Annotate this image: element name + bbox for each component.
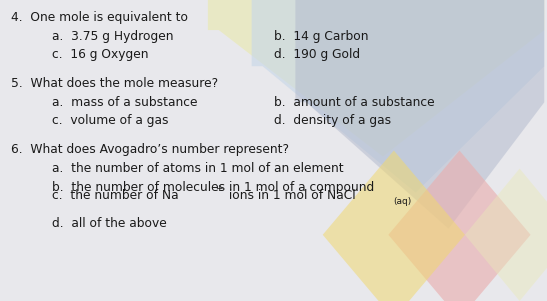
Text: c.  16 g Oxygen: c. 16 g Oxygen <box>52 48 148 61</box>
Text: 6.  What does Avogadro’s number represent?: 6. What does Avogadro’s number represent… <box>11 143 289 156</box>
Polygon shape <box>388 150 531 301</box>
Text: a.  3.75 g Hydrogen: a. 3.75 g Hydrogen <box>52 30 173 43</box>
Text: b.  14 g Carbon: b. 14 g Carbon <box>274 30 368 43</box>
Text: b.  amount of a substance: b. amount of a substance <box>274 96 434 109</box>
Text: c.  volume of a gas: c. volume of a gas <box>52 114 168 127</box>
Text: a.  mass of a substance: a. mass of a substance <box>52 96 197 109</box>
Polygon shape <box>295 0 544 229</box>
Text: d.  all of the above: d. all of the above <box>52 217 167 230</box>
Polygon shape <box>252 0 544 193</box>
Polygon shape <box>465 169 547 301</box>
Text: a.  the number of atoms in 1 mol of an element: a. the number of atoms in 1 mol of an el… <box>52 162 344 175</box>
Text: 4.  One mole is equivalent to: 4. One mole is equivalent to <box>11 11 188 23</box>
Text: ions in 1 mol of NaCl: ions in 1 mol of NaCl <box>225 189 356 202</box>
Text: d.  190 g Gold: d. 190 g Gold <box>274 48 359 61</box>
Text: b.  the number of molecules in 1 mol of a compound: b. the number of molecules in 1 mol of a… <box>52 181 374 194</box>
Text: 5.  What does the mole measure?: 5. What does the mole measure? <box>11 77 218 90</box>
Polygon shape <box>208 0 544 157</box>
Polygon shape <box>323 150 465 301</box>
Text: c.  the number of Na: c. the number of Na <box>52 189 178 202</box>
Text: d.  density of a gas: d. density of a gas <box>274 114 391 127</box>
Text: (aq): (aq) <box>394 197 412 206</box>
Text: +: + <box>216 185 223 194</box>
